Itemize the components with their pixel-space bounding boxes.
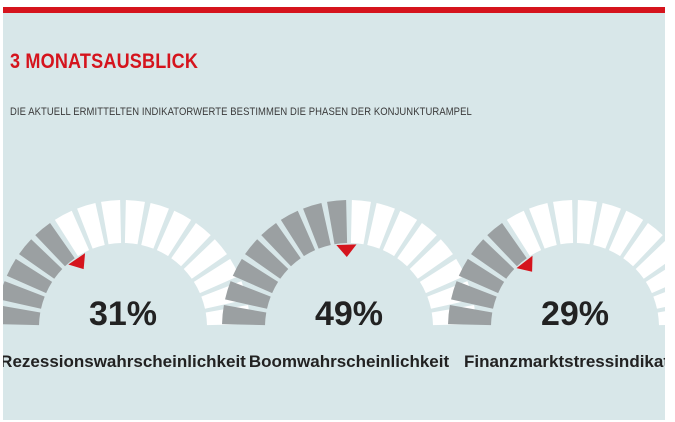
gauge-segment xyxy=(124,200,145,245)
gauge-segment xyxy=(451,281,497,309)
gauge-category-label: Boomwahrscheinlichkeit xyxy=(249,352,450,371)
gauge-segment xyxy=(141,203,169,249)
gauge-segment xyxy=(327,200,348,245)
top-accent-bar xyxy=(3,7,665,13)
gauge-segment xyxy=(193,258,240,294)
gauge-segment xyxy=(101,200,122,245)
gauge-segment xyxy=(657,311,665,326)
outlook-panel: 3 MONATSAUSBLICK DIE AKTUELL ERMITTELTEN… xyxy=(3,7,665,420)
gauge-segment xyxy=(623,223,663,267)
gauge-category-label: Finanzmarktstressindikator xyxy=(464,352,665,371)
gauge-segment xyxy=(645,269,665,294)
gauge-segment xyxy=(448,305,493,326)
gauge-segment xyxy=(280,210,316,257)
gauge-segment xyxy=(553,200,574,245)
gauge-pointer xyxy=(336,244,357,258)
gauge-category-label: Rezessionswahrscheinlichkeit xyxy=(3,352,246,371)
gauge-segment xyxy=(653,292,665,309)
gauge-segment xyxy=(382,210,418,257)
gauge-segment xyxy=(409,239,453,279)
page-subtitle: DIE AKTUELL ERMITTELTEN INDIKATORWERTE B… xyxy=(10,106,472,118)
gauge-row: 31% Rezessionswahrscheinlichkeit 49% Boomwa… xyxy=(3,7,665,420)
gauge-segment xyxy=(245,239,289,279)
gauge-value-label: 31% xyxy=(89,295,157,333)
gauge-segment xyxy=(54,210,90,257)
gauge-segment xyxy=(35,223,75,267)
gauge-segment xyxy=(635,240,665,279)
gauge-segment xyxy=(19,239,63,279)
gauge-value-label: 29% xyxy=(541,295,609,333)
gauge-segment xyxy=(458,258,505,294)
gauge-segment xyxy=(506,210,542,257)
gauge-segment xyxy=(225,281,271,309)
gauge-segment xyxy=(171,223,211,267)
gauge-segment xyxy=(6,258,53,294)
gauge-3: 29% Finanzmarktstressindikator xyxy=(448,200,665,371)
gauge-segment xyxy=(222,305,267,326)
gauge-segment xyxy=(261,223,301,267)
gauge-chart: 31% Rezessionswahrscheinlichkeit 49% Boomwa… xyxy=(3,200,665,371)
gauge-segment xyxy=(303,203,331,249)
gauge-segment xyxy=(3,281,45,309)
gauge-segment xyxy=(487,223,527,267)
gauge-segment xyxy=(576,200,597,245)
gauge-segment xyxy=(471,239,515,279)
gauge-segment xyxy=(156,210,192,257)
gauge-2: 49% Boomwahrscheinlichkeit xyxy=(222,200,476,371)
gauge-segment xyxy=(397,223,437,267)
gauge-segment xyxy=(367,203,395,249)
gauge-segment xyxy=(77,203,105,249)
gauge-segment xyxy=(419,258,466,294)
gauge-pointer xyxy=(516,255,533,272)
gauge-1: 31% Rezessionswahrscheinlichkeit xyxy=(3,200,250,371)
page-title: 3 MONATSAUSBLICK xyxy=(10,50,199,73)
gauge-segment xyxy=(593,203,621,249)
gauge-segment xyxy=(3,305,41,326)
gauge-value-label: 49% xyxy=(315,295,383,333)
gauge-segment xyxy=(183,239,227,279)
gauge-pointer xyxy=(68,253,86,270)
gauge-segment xyxy=(232,258,279,294)
gauge-segment xyxy=(608,210,644,257)
gauge-segment xyxy=(350,200,371,245)
gauge-segment xyxy=(529,203,557,249)
